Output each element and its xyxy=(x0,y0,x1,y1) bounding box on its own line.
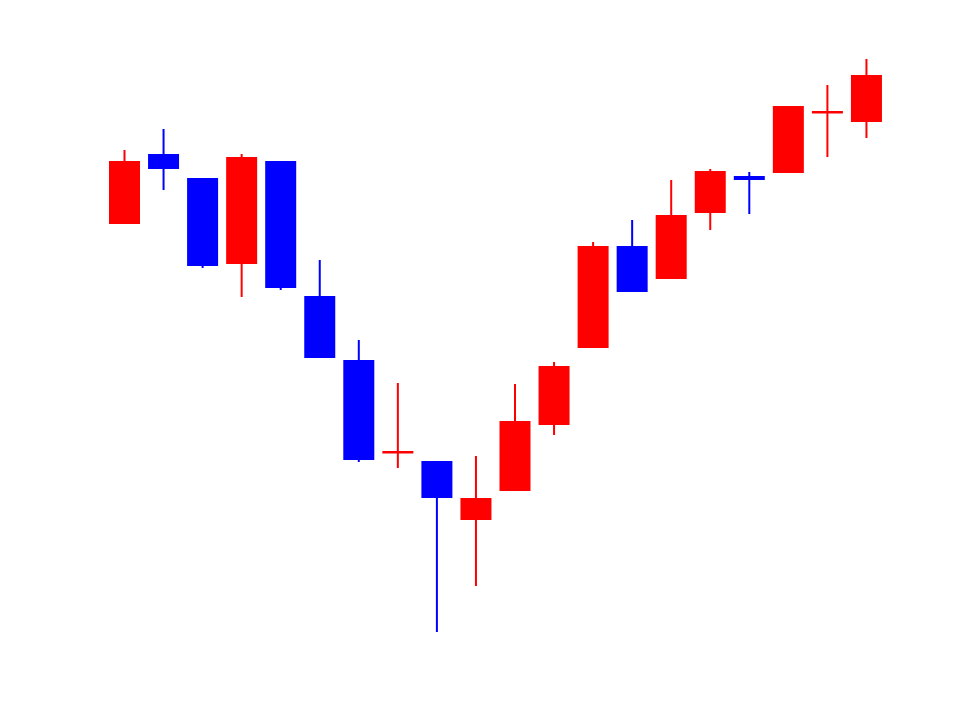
candle-body xyxy=(733,176,765,180)
candle-body xyxy=(265,161,297,288)
candle-body xyxy=(226,157,258,264)
candle-body xyxy=(421,461,453,498)
candle-body xyxy=(304,296,336,358)
candle-body xyxy=(109,161,140,224)
candles-group xyxy=(109,59,882,632)
candle xyxy=(148,129,180,190)
candle xyxy=(811,85,843,157)
candle-body xyxy=(694,171,726,213)
candle xyxy=(382,383,414,468)
candle-body xyxy=(811,111,843,114)
candle xyxy=(733,172,765,214)
candle xyxy=(616,220,648,292)
candle-body xyxy=(343,360,375,460)
candle xyxy=(343,340,375,462)
candle-body xyxy=(382,451,414,454)
candle xyxy=(499,384,531,491)
candle xyxy=(226,154,258,297)
candle-body xyxy=(538,366,570,425)
candle xyxy=(538,362,570,435)
candle-body xyxy=(577,246,609,348)
candle xyxy=(850,59,882,138)
candle-body xyxy=(187,178,219,266)
candle xyxy=(655,180,687,279)
candle-body xyxy=(772,106,804,173)
candle-body xyxy=(460,498,492,520)
candle xyxy=(187,178,219,268)
candle xyxy=(772,106,804,173)
candle xyxy=(109,150,140,224)
candle xyxy=(304,260,336,358)
candle-body xyxy=(850,75,882,122)
candle-body xyxy=(499,421,531,491)
candle xyxy=(577,242,609,348)
candle-body xyxy=(616,246,648,292)
candle xyxy=(460,456,492,586)
candle-body xyxy=(655,215,687,279)
candle xyxy=(694,169,726,230)
candle xyxy=(421,461,453,632)
candle xyxy=(265,161,297,290)
candle-body xyxy=(148,154,180,169)
